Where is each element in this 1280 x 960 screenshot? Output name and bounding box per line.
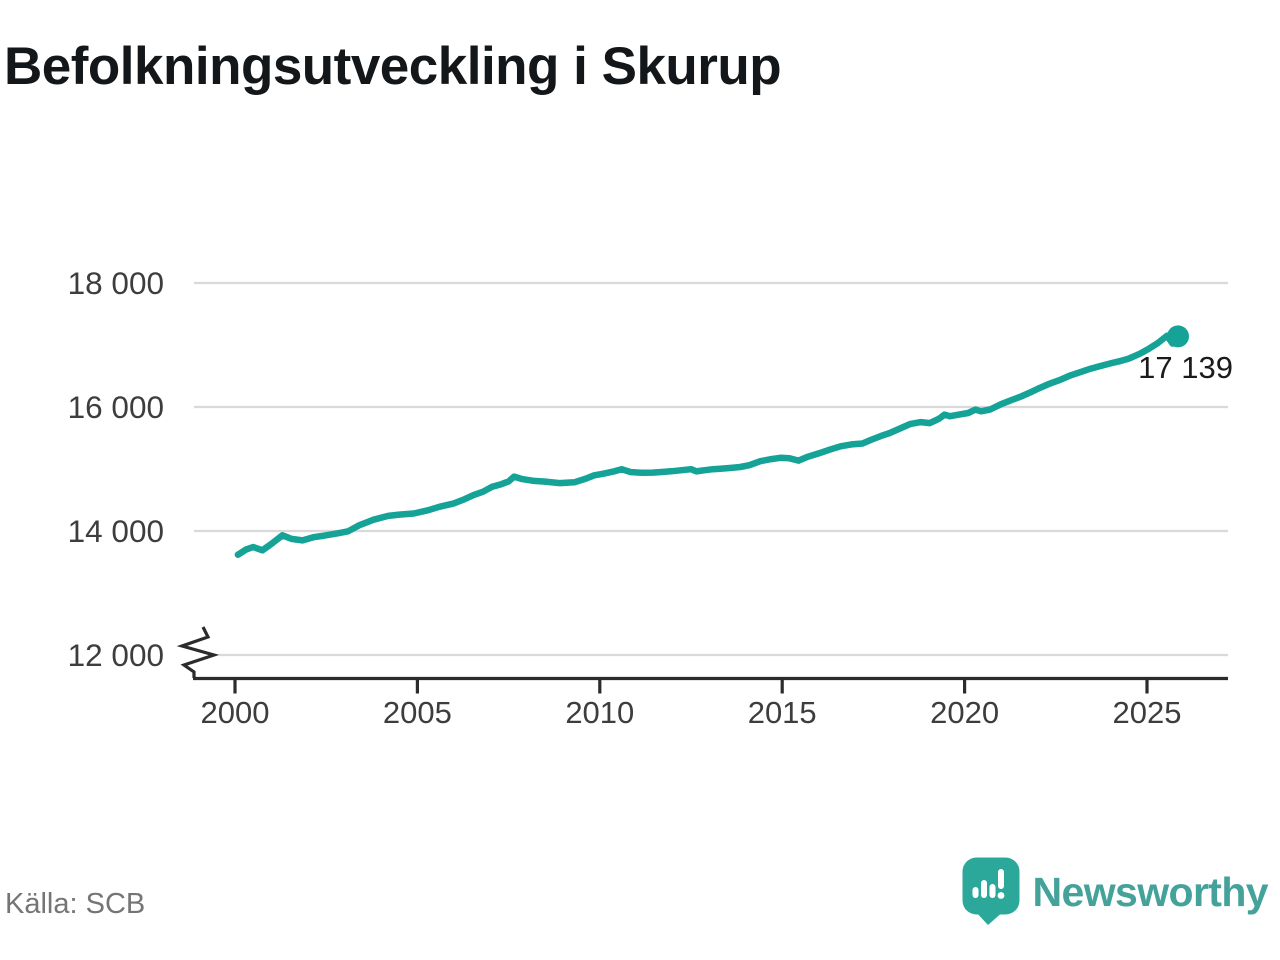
logo-exclamation-bar xyxy=(997,869,1004,889)
last-value-label: 17 139 xyxy=(1138,350,1233,385)
newsworthy-logo-icon xyxy=(962,857,1019,925)
axis-break-icon xyxy=(176,626,220,678)
y-axis-labels: 18 000 16 000 14 000 12 000 xyxy=(68,265,164,673)
y-tick-label: 12 000 xyxy=(68,637,164,673)
y-tick-label: 14 000 xyxy=(68,513,164,549)
newsworthy-logo: Newsworthy xyxy=(962,857,1269,927)
x-axis-ticks xyxy=(233,678,1149,694)
series-group xyxy=(234,325,1190,558)
logo-exclamation-dot xyxy=(997,892,1004,899)
source-label: Källa: SCB xyxy=(5,888,146,920)
x-tick-label: 2005 xyxy=(383,695,452,730)
x-tick-label: 2000 xyxy=(201,695,270,730)
chart-title: Befolkningsutveckling i Skurup xyxy=(4,37,782,96)
x-tick-label: 2015 xyxy=(748,695,817,730)
x-tick-label: 2010 xyxy=(565,695,634,730)
gridlines xyxy=(194,281,1228,657)
x-tick-label: 2020 xyxy=(930,695,999,730)
logo-bubble-tail xyxy=(974,911,1004,925)
y-tick-label: 16 000 xyxy=(68,389,164,425)
population-line xyxy=(234,332,1182,558)
logo-bar-2 xyxy=(980,880,987,898)
x-axis-tick-labels: 2000 2005 2010 2015 2020 2025 xyxy=(201,695,1182,730)
newsworthy-wordmark: Newsworthy xyxy=(1032,868,1269,915)
logo-bar-3 xyxy=(989,884,995,898)
y-tick-label: 18 000 xyxy=(68,265,164,301)
last-value-dot xyxy=(1167,325,1190,348)
population-line-chart: 18 000 16 000 14 000 12 000 2000 2005 2010 201… xyxy=(68,265,1228,730)
x-tick-label: 2025 xyxy=(1113,695,1182,730)
logo-bar-1 xyxy=(972,887,978,898)
